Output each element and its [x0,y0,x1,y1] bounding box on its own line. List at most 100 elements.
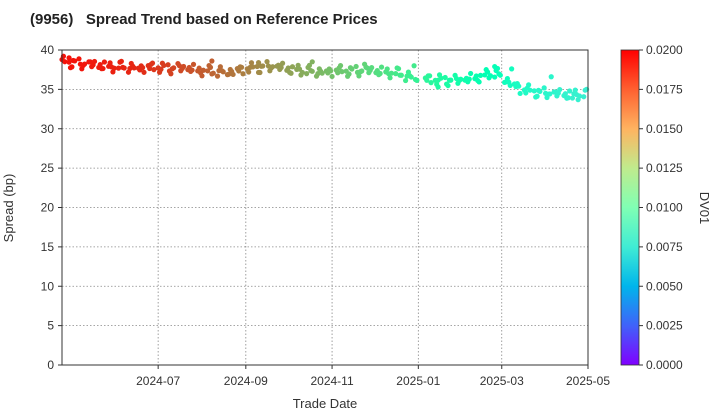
data-point [492,63,498,70]
data-point [151,67,157,73]
data-point [309,59,315,65]
data-point [260,63,266,69]
data-point [427,73,433,79]
data-point [329,73,335,80]
data-point [438,75,444,81]
data-point [388,70,395,76]
data-point [548,74,554,80]
data-point [97,62,103,68]
data-point [328,68,334,74]
data-point [509,66,515,72]
data-point [393,71,399,77]
data-point [466,76,472,82]
colorbar-tick-label: 0.0025 [646,319,683,333]
data-point [517,90,523,97]
data-point [442,74,448,81]
data-point [445,82,451,89]
data-point [205,68,211,74]
data-point [337,63,344,69]
x-tick-label: 2025-05 [566,374,610,388]
data-point [576,93,583,99]
colorbar-tick-label: 0.0175 [646,82,683,96]
data-point [214,73,221,79]
data-point [121,65,127,71]
data-point [131,65,137,71]
data-point [101,59,108,65]
data-point [359,68,365,74]
data-point [91,58,98,65]
data-point [414,77,420,83]
data-point [255,60,262,66]
y-tick-label: 35 [41,82,55,96]
data-point [565,95,571,101]
colorbar-tick-label: 0.0075 [646,240,683,254]
data-point [534,93,540,99]
data-point [107,60,113,66]
data-point [254,63,260,70]
chart-title: (9956) Spread Trend based on Reference P… [30,11,378,28]
data-point [236,68,242,74]
data-point [210,70,216,76]
data-point [477,72,484,78]
x-tick-label: 2025-01 [396,374,440,388]
data-point [395,66,402,72]
colorbar-tick-label: 0.0200 [646,43,683,57]
data-point [248,60,255,66]
data-point [306,62,313,68]
data-point [147,65,153,72]
data-point [140,65,146,71]
x-axis-label: Trade Date [293,396,358,411]
data-point [285,65,291,71]
data-point [537,88,543,94]
colorbar [620,49,640,366]
y-tick-label: 15 [41,240,55,254]
data-point [199,73,205,79]
data-point [562,91,568,97]
y-tick-label: 0 [47,358,54,372]
data-point [246,69,252,75]
grid [62,50,588,365]
data-point [309,68,315,74]
x-axis: 2024-07 2024-09 2024-11 2025-01 2025-03 2025-… [136,365,610,388]
data-point [161,62,167,69]
data-point [356,73,362,79]
data-point [279,60,286,66]
data-point [572,87,578,93]
data-point [361,61,368,67]
data-point [264,59,270,65]
data-point [288,70,294,76]
data-point [541,85,547,91]
data-point [485,69,491,75]
data-point [304,71,310,77]
data-point [346,71,352,77]
data-point [557,86,563,93]
data-point [100,65,106,72]
data-point [118,58,124,64]
y-tick-label: 25 [41,161,55,175]
data-point [387,75,393,81]
data-point [492,74,498,80]
x-tick-label: 2025-03 [480,374,524,388]
data-point [349,66,355,72]
data-point [196,65,202,71]
data-point [289,64,296,70]
data-point [189,67,195,73]
data-point [238,64,245,70]
data-point [111,65,117,71]
data-point [141,69,147,75]
data-point [377,70,383,77]
x-tick-label: 2024-11 [310,374,353,388]
data-point [171,65,177,71]
data-point [424,77,430,83]
colorbar-axis: 0.0000 0.0025 0.0050 0.0075 0.0100 0.0125 0.01… [639,43,683,372]
data-point [72,58,78,64]
data-point [66,55,72,61]
data-point [448,77,454,83]
data-point [278,64,284,71]
data-point [190,61,197,67]
x-tick-label: 2024-09 [224,374,268,388]
colorbar-tick-label: 0.0000 [646,358,683,372]
data-point [220,69,226,75]
data-point [270,64,276,70]
